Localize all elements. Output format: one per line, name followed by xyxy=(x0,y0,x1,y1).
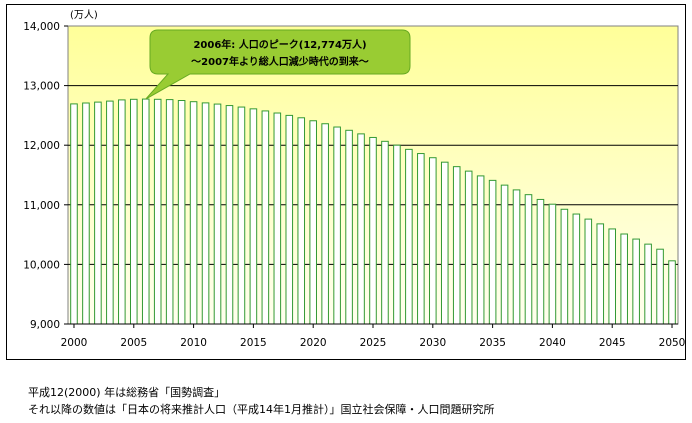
bar-2005 xyxy=(129,98,138,325)
x-tick-label: 2050 xyxy=(659,337,686,349)
annotation-callout xyxy=(145,29,411,100)
bar-2050 xyxy=(668,260,676,325)
bar-2006 xyxy=(141,98,150,325)
bar-2013 xyxy=(225,105,234,325)
x-tick-label: 2025 xyxy=(360,337,387,349)
bar-2034 xyxy=(476,175,485,325)
bar-2021 xyxy=(321,123,329,325)
bar-2043 xyxy=(584,218,593,325)
bar-2031 xyxy=(440,161,449,325)
y-tick-label: 14,000 xyxy=(23,21,60,33)
bar-2003 xyxy=(106,100,114,325)
bar-2008 xyxy=(165,99,174,325)
annotation-line1: 2006年: 人口のピーク(12,774万人) xyxy=(193,38,366,51)
bar-2014 xyxy=(237,106,246,325)
bar-2038 xyxy=(524,194,533,325)
bar-2029 xyxy=(417,153,425,325)
bar-2035 xyxy=(488,179,497,325)
bar-2012 xyxy=(213,103,222,325)
x-tick-label: 2045 xyxy=(599,337,626,349)
bar-2015 xyxy=(249,108,258,325)
x-tick-label: 2010 xyxy=(180,337,207,349)
bar-2049 xyxy=(656,248,664,325)
x-tick-label: 2035 xyxy=(479,337,506,349)
bar-2037 xyxy=(512,189,521,325)
annotation-line2: ～2007年より総人口減少時代の到来～ xyxy=(191,55,369,68)
bar-2042 xyxy=(572,213,581,325)
bar-2026 xyxy=(381,140,389,325)
bar-2030 xyxy=(429,157,437,325)
bar-2039 xyxy=(536,198,545,325)
bar-2018 xyxy=(285,114,294,325)
bar-2032 xyxy=(452,166,461,325)
bar-2004 xyxy=(118,99,126,325)
y-tick-label: 12,000 xyxy=(23,140,60,152)
bar-2002 xyxy=(94,101,102,325)
bar-2045 xyxy=(608,228,617,325)
x-tick-label: 2015 xyxy=(240,337,267,349)
x-tick-label: 2040 xyxy=(539,337,566,349)
bar-2023 xyxy=(345,129,353,325)
x-tick-label: 2020 xyxy=(300,337,327,349)
y-tick-label: 9,000 xyxy=(30,319,60,331)
bar-2047 xyxy=(632,238,640,325)
bar-2017 xyxy=(273,112,282,325)
bar-2025 xyxy=(369,136,377,325)
x-tick-label: 2000 xyxy=(61,337,88,349)
bar-2027 xyxy=(393,144,401,325)
bar-2010 xyxy=(189,101,198,325)
bar-2028 xyxy=(405,148,413,325)
bar-2019 xyxy=(297,117,306,325)
footnote-source-projection: それ以降の数値は「日本の将来推計人口（平成14年1月推計）」国立社会保障・人口問… xyxy=(28,403,495,416)
bar-2048 xyxy=(644,243,652,325)
bar-2009 xyxy=(177,100,186,325)
x-tick-label: 2005 xyxy=(120,337,147,349)
bar-2001 xyxy=(82,102,90,325)
y-tick-label: 10,000 xyxy=(23,259,60,271)
bar-2016 xyxy=(261,110,270,325)
bar-2040 xyxy=(548,203,557,325)
bar-2044 xyxy=(596,223,605,325)
bar-2020 xyxy=(309,120,317,325)
bar-2011 xyxy=(201,102,210,325)
bar-2041 xyxy=(560,208,569,325)
footnote-source-2000: 平成12(2000) 年は総務省「国勢調査」 xyxy=(28,386,226,399)
bar-2046 xyxy=(620,233,628,325)
bar-2036 xyxy=(500,184,509,325)
bar-2033 xyxy=(464,170,473,325)
bar-2022 xyxy=(333,126,341,325)
bar-2024 xyxy=(357,133,365,325)
bar-2000 xyxy=(70,103,78,325)
y-unit-label: (万人) xyxy=(70,9,98,21)
y-tick-label: 11,000 xyxy=(23,200,60,212)
population-chart: 9,000 10,000 11,000 12,000 13,000 14,000 (万人) 2… xyxy=(23,9,686,349)
bar-2007 xyxy=(153,98,162,325)
x-tick-label: 2030 xyxy=(419,337,446,349)
y-tick-label: 13,000 xyxy=(23,81,60,93)
